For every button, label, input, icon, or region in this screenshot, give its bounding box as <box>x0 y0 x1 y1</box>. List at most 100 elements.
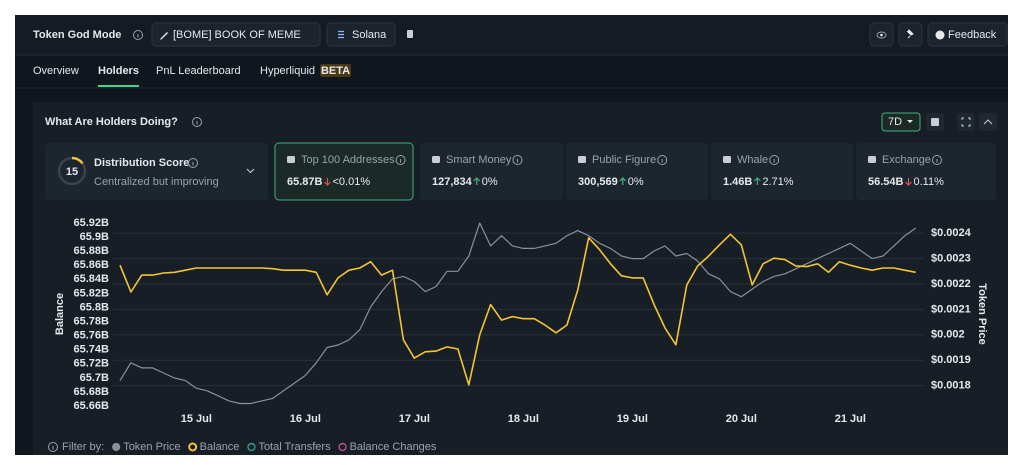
info-icon <box>657 155 668 165</box>
tab[interactable]: Overview <box>33 65 79 77</box>
x-tick-label: 16 Jul <box>290 413 321 425</box>
x-tick-label: 18 Jul <box>508 413 539 425</box>
period-label[interactable]: 7D <box>888 116 902 128</box>
y-tick-label: 65.92B <box>74 217 110 229</box>
chain-button[interactable]: Solana <box>326 22 396 47</box>
y2-tick-label: $0.002 <box>931 329 965 341</box>
feedback-button[interactable]: Feedback <box>927 22 1008 47</box>
legend-prefix: Filter by: <box>62 441 104 453</box>
legend-swatch <box>247 442 256 452</box>
stat-change: 0.11% <box>913 176 944 188</box>
stat-label: Top 100 Addresses <box>301 154 395 166</box>
info-icon <box>48 442 58 452</box>
y2-tick-label: $0.0024 <box>931 227 972 239</box>
info-circle <box>48 442 58 452</box>
x-tick-label: 17 Jul <box>399 413 430 425</box>
stat-icon <box>432 156 440 163</box>
y-tick-label: 65.66B <box>74 400 110 412</box>
y2-tick-label: $0.0018 <box>931 380 971 392</box>
watch-button[interactable] <box>869 22 894 47</box>
info-icon <box>133 30 143 40</box>
stat-value: 300,569 <box>578 176 618 188</box>
pin-button[interactable] <box>898 22 923 47</box>
stat-card-bg <box>711 143 853 200</box>
info-circle <box>769 155 780 165</box>
score-value: 15 <box>66 166 78 178</box>
stat-label: Whale <box>737 154 768 166</box>
period-select[interactable]: 7D <box>881 112 921 132</box>
info-icon <box>769 155 780 165</box>
x-tick-label: 19 Jul <box>617 413 648 425</box>
tab[interactable]: Hyperliquid <box>260 65 315 77</box>
token-name[interactable]: [BOME] BOOK OF MEME <box>173 29 301 41</box>
y-tick-label: 65.84B <box>74 273 110 285</box>
y-tick-label: 65.76B <box>74 330 110 342</box>
chart: $0.0018 $0.0019 $0.002 $0.0021 $0.0022 $0.002… <box>54 217 988 425</box>
stat-card[interactable]: Whale 1.46B 2.71% <box>711 143 853 200</box>
stat-value: 127,834 <box>432 176 473 188</box>
change-arrow <box>473 177 481 185</box>
distribution-card[interactable]: 15 Distribution Score Centralized but im… <box>45 143 268 200</box>
stat-card[interactable]: Public Figure 300,569 0% <box>566 143 708 200</box>
stat-value: 1.46B <box>723 176 752 188</box>
badge-bg <box>320 64 352 77</box>
stat-card[interactable]: Smart Money 127,834 0% <box>420 143 563 200</box>
stats: Top 100 Addresses 65.87B <0.01% Smart Money… <box>274 142 996 201</box>
y-axis-label: Balance <box>54 293 66 335</box>
tab[interactable]: Holders <box>98 65 139 77</box>
copy-button[interactable] <box>407 30 413 38</box>
legend-swatch <box>112 442 121 452</box>
calendar-button[interactable] <box>926 113 944 131</box>
x-tick-label: 15 Jul <box>181 413 212 425</box>
stat-change: 0% <box>482 176 498 188</box>
feedback-label[interactable]: Feedback <box>948 29 997 41</box>
info-icon <box>931 155 942 165</box>
legend-item[interactable]: Token Price <box>112 441 181 453</box>
y2-axis-label: Token Price <box>976 283 988 345</box>
tab[interactable]: PnL Leaderboard <box>156 65 241 77</box>
chain-name[interactable]: Solana <box>352 29 387 41</box>
series-line <box>119 222 917 405</box>
legend-label[interactable]: Token Price <box>123 441 180 453</box>
info-icon <box>188 158 198 168</box>
tab-underline <box>98 85 139 87</box>
stat-card[interactable]: Exchange 56.54B 0.11% <box>856 143 996 200</box>
stat-icon <box>287 156 295 163</box>
stat-icon <box>723 156 731 163</box>
y-tick-label: 65.68B <box>74 386 110 398</box>
stat-card[interactable]: Top 100 Addresses 65.87B <0.01% <box>274 142 414 201</box>
legend-label[interactable]: Total Transfers <box>258 441 331 453</box>
stat-change: <0.01% <box>332 176 370 188</box>
stat-change: 0% <box>628 176 644 188</box>
token-button[interactable]: [BOME] BOOK OF MEME <box>151 22 321 47</box>
collapse-button[interactable] <box>979 113 997 131</box>
stat-value: 56.54B <box>868 176 904 188</box>
legend: Filter by: Token Price Balance Total Transf… <box>48 441 437 453</box>
stat-card-bg <box>566 143 708 200</box>
x-tick-label: 20 Jul <box>726 413 757 425</box>
chevron <box>246 168 255 174</box>
info-circle <box>657 155 668 165</box>
legend-label[interactable]: Balance <box>200 441 240 453</box>
change-arrow <box>324 178 331 186</box>
legend-item[interactable]: Balance <box>188 441 240 453</box>
stat-label: Smart Money <box>446 154 512 166</box>
y-tick-label: 65.72B <box>74 358 110 370</box>
x-tick-label: 21 Jul <box>835 413 866 425</box>
legend-label[interactable]: Balance Changes <box>350 441 437 453</box>
score-status: Centralized but improving <box>94 176 219 188</box>
y2-tick-label: $0.0021 <box>931 303 971 315</box>
legend-item[interactable]: Balance Changes <box>338 441 437 453</box>
stat-change: 2.71% <box>762 176 793 188</box>
stat-value: 65.87B <box>287 176 323 188</box>
y-tick-label: 65.86B <box>74 259 110 271</box>
expand-button[interactable] <box>957 113 975 131</box>
stat-card-bg <box>856 143 996 200</box>
y-tick-label: 65.7B <box>80 372 109 384</box>
legend-item[interactable]: Total Transfers <box>247 441 331 453</box>
y-tick-label: 65.9B <box>80 231 109 243</box>
info-icon <box>395 155 406 165</box>
change-arrow <box>905 178 912 186</box>
legend-swatch <box>338 442 347 452</box>
